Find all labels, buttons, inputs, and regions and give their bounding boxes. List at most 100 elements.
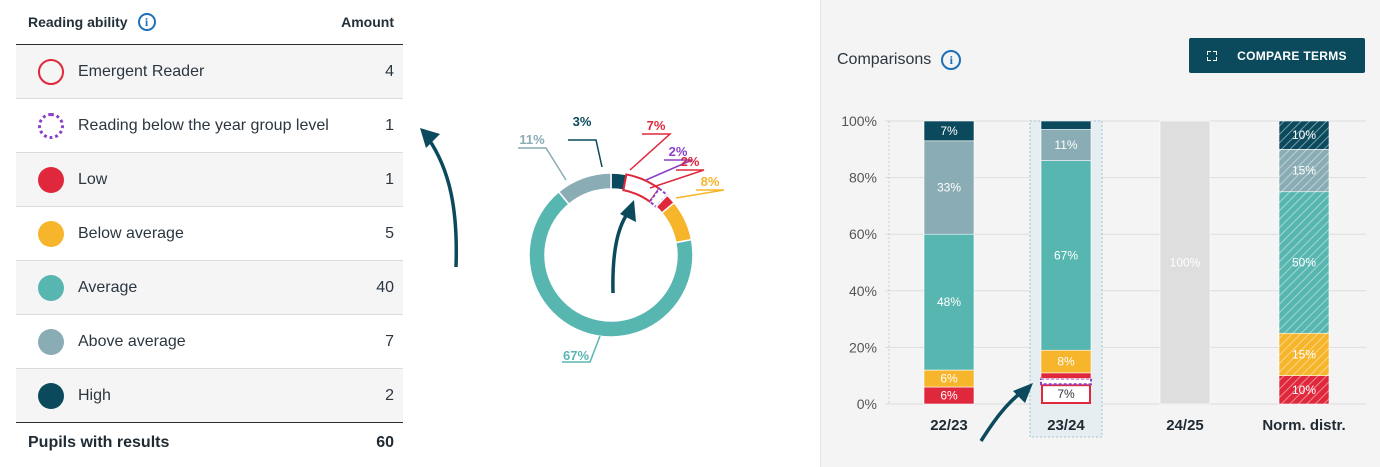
comparison-bar-chart: 0% 20% 40% 60% 80% 100% 6% 6% 48% 33% 7% 22/23 7% 8% 6… bbox=[841, 113, 1366, 438]
reading-ability-header: Reading ability bbox=[28, 14, 128, 30]
leader-line bbox=[568, 139, 603, 168]
bar-value-label: 48% bbox=[937, 295, 961, 309]
table-row: Low 1 bbox=[16, 153, 403, 207]
bar-segment[interactable] bbox=[1040, 372, 1092, 379]
comparisons-title: Comparisons bbox=[837, 51, 932, 68]
bar-value-label: 7% bbox=[940, 124, 958, 138]
bar-segment[interactable] bbox=[1040, 129, 1092, 161]
leader-line bbox=[649, 169, 705, 189]
bar-value-label: 50% bbox=[1292, 256, 1316, 270]
legend-swatch bbox=[38, 58, 64, 85]
info-icon[interactable]: i bbox=[941, 50, 962, 70]
donut-slice[interactable] bbox=[557, 172, 612, 206]
bar-value-label: 10% bbox=[1292, 128, 1316, 142]
y-tick-label: 40% bbox=[849, 283, 877, 299]
bar-segment[interactable] bbox=[1040, 377, 1092, 386]
amount-header: Amount bbox=[341, 14, 394, 30]
y-tick-label: 80% bbox=[849, 170, 877, 186]
legend-swatch bbox=[38, 382, 64, 409]
bar-segment[interactable] bbox=[923, 233, 975, 371]
bar-hatch bbox=[1279, 149, 1329, 192]
bar-value-label: 6% bbox=[940, 372, 958, 386]
compare-terms-label: COMPARE TERMS bbox=[1237, 48, 1347, 63]
legend-swatch bbox=[38, 328, 64, 355]
bar-value-label: 15% bbox=[1292, 347, 1316, 361]
bar-value-label: 100% bbox=[1170, 256, 1201, 270]
leader-line bbox=[562, 335, 601, 363]
row-label: Low bbox=[78, 170, 108, 188]
row-label: Reading below the year group level bbox=[78, 116, 329, 134]
arrow-up-icon bbox=[979, 383, 1033, 442]
y-tick-label: 60% bbox=[849, 226, 877, 242]
bar-value-label: 11% bbox=[1054, 138, 1077, 152]
legend-swatch bbox=[38, 274, 64, 301]
leader-line bbox=[629, 133, 672, 171]
leader-line bbox=[645, 159, 693, 181]
info-icon[interactable]: i bbox=[137, 13, 156, 31]
slice-label: 67% bbox=[563, 348, 589, 363]
bar-segment[interactable] bbox=[1159, 120, 1211, 405]
bar-segment[interactable] bbox=[923, 120, 975, 142]
table-row: High 2 bbox=[16, 369, 403, 423]
legend-swatch bbox=[38, 166, 64, 193]
comparisons-panel: Comparisons i COMPARE TERMS 0% 20% 40% 60% 8… bbox=[820, 0, 1380, 467]
pupils-with-results-value: 60 bbox=[376, 434, 394, 451]
slice-label: 3% bbox=[573, 114, 592, 129]
row-amount: 40 bbox=[376, 278, 394, 296]
bar-value-label: 15% bbox=[1292, 164, 1316, 178]
slice-label: 8% bbox=[701, 174, 720, 189]
bar-value-label: 7% bbox=[1057, 387, 1075, 401]
arrow-head bbox=[620, 200, 636, 222]
x-tick-label: Norm. distr. bbox=[1262, 417, 1345, 434]
row-amount: 5 bbox=[385, 224, 394, 242]
table-footer: Pupils with results 60 bbox=[16, 422, 403, 463]
row-label: Above average bbox=[78, 332, 186, 350]
table-body: Emergent Reader 4 Reading below the year g… bbox=[16, 45, 403, 423]
row-amount: 1 bbox=[385, 116, 394, 134]
reading-ability-table: Reading ability i Amount Emergent Reader… bbox=[16, 0, 403, 463]
bar-value-label: 6% bbox=[940, 389, 958, 403]
x-tick-label: 23/24 bbox=[1047, 417, 1085, 434]
row-amount: 4 bbox=[385, 62, 394, 80]
row-label: High bbox=[78, 386, 111, 404]
row-label: Average bbox=[78, 278, 138, 296]
bar-segment[interactable] bbox=[1040, 160, 1092, 351]
bar-hatch bbox=[1279, 333, 1329, 376]
row-amount: 7 bbox=[385, 332, 394, 350]
arrow-up-icon bbox=[611, 208, 632, 294]
bar-segment[interactable] bbox=[1040, 120, 1092, 130]
slice-label: 7% bbox=[647, 118, 666, 133]
leader-line bbox=[675, 189, 725, 199]
y-tick-label: 20% bbox=[849, 339, 877, 355]
bar-hatch bbox=[1279, 375, 1329, 404]
legend-swatch bbox=[38, 220, 64, 247]
y-tick-label: 0% bbox=[857, 396, 877, 412]
table-header: Reading ability i Amount bbox=[16, 0, 403, 45]
bar-value-label: 67% bbox=[1054, 248, 1078, 262]
bar-hatch bbox=[1279, 121, 1329, 150]
slice-label: 2% bbox=[669, 144, 688, 159]
slice-label: 2% bbox=[681, 154, 700, 169]
compare-terms-button[interactable]: COMPARE TERMS bbox=[1189, 38, 1365, 73]
donut-slice[interactable] bbox=[660, 201, 693, 244]
bar-value-label: 10% bbox=[1292, 383, 1316, 397]
pupils-with-results-label: Pupils with results bbox=[28, 434, 170, 451]
row-amount: 2 bbox=[385, 386, 394, 404]
slice-label: 11% bbox=[519, 132, 545, 147]
bar-value-label: 33% bbox=[937, 181, 961, 195]
arrow-up-icon bbox=[420, 128, 459, 268]
table-row: Emergent Reader 4 bbox=[16, 45, 403, 99]
leader-line bbox=[518, 147, 567, 181]
table-row: Below average 5 bbox=[16, 207, 403, 261]
row-label: Emergent Reader bbox=[78, 62, 205, 80]
row-amount: 1 bbox=[385, 170, 394, 188]
legend-swatch bbox=[38, 112, 64, 139]
x-tick-label: 24/25 bbox=[1166, 417, 1204, 434]
row-label: Below average bbox=[78, 224, 184, 242]
donut-chart: 3% 7%2%2%8%67%11% bbox=[518, 114, 725, 363]
expand-icon bbox=[1207, 50, 1218, 61]
table-row: Average 40 bbox=[16, 261, 403, 315]
y-tick-label: 100% bbox=[841, 113, 877, 129]
x-tick-label: 22/23 bbox=[930, 417, 968, 434]
table-row: Reading below the year group level 1 bbox=[16, 99, 403, 153]
